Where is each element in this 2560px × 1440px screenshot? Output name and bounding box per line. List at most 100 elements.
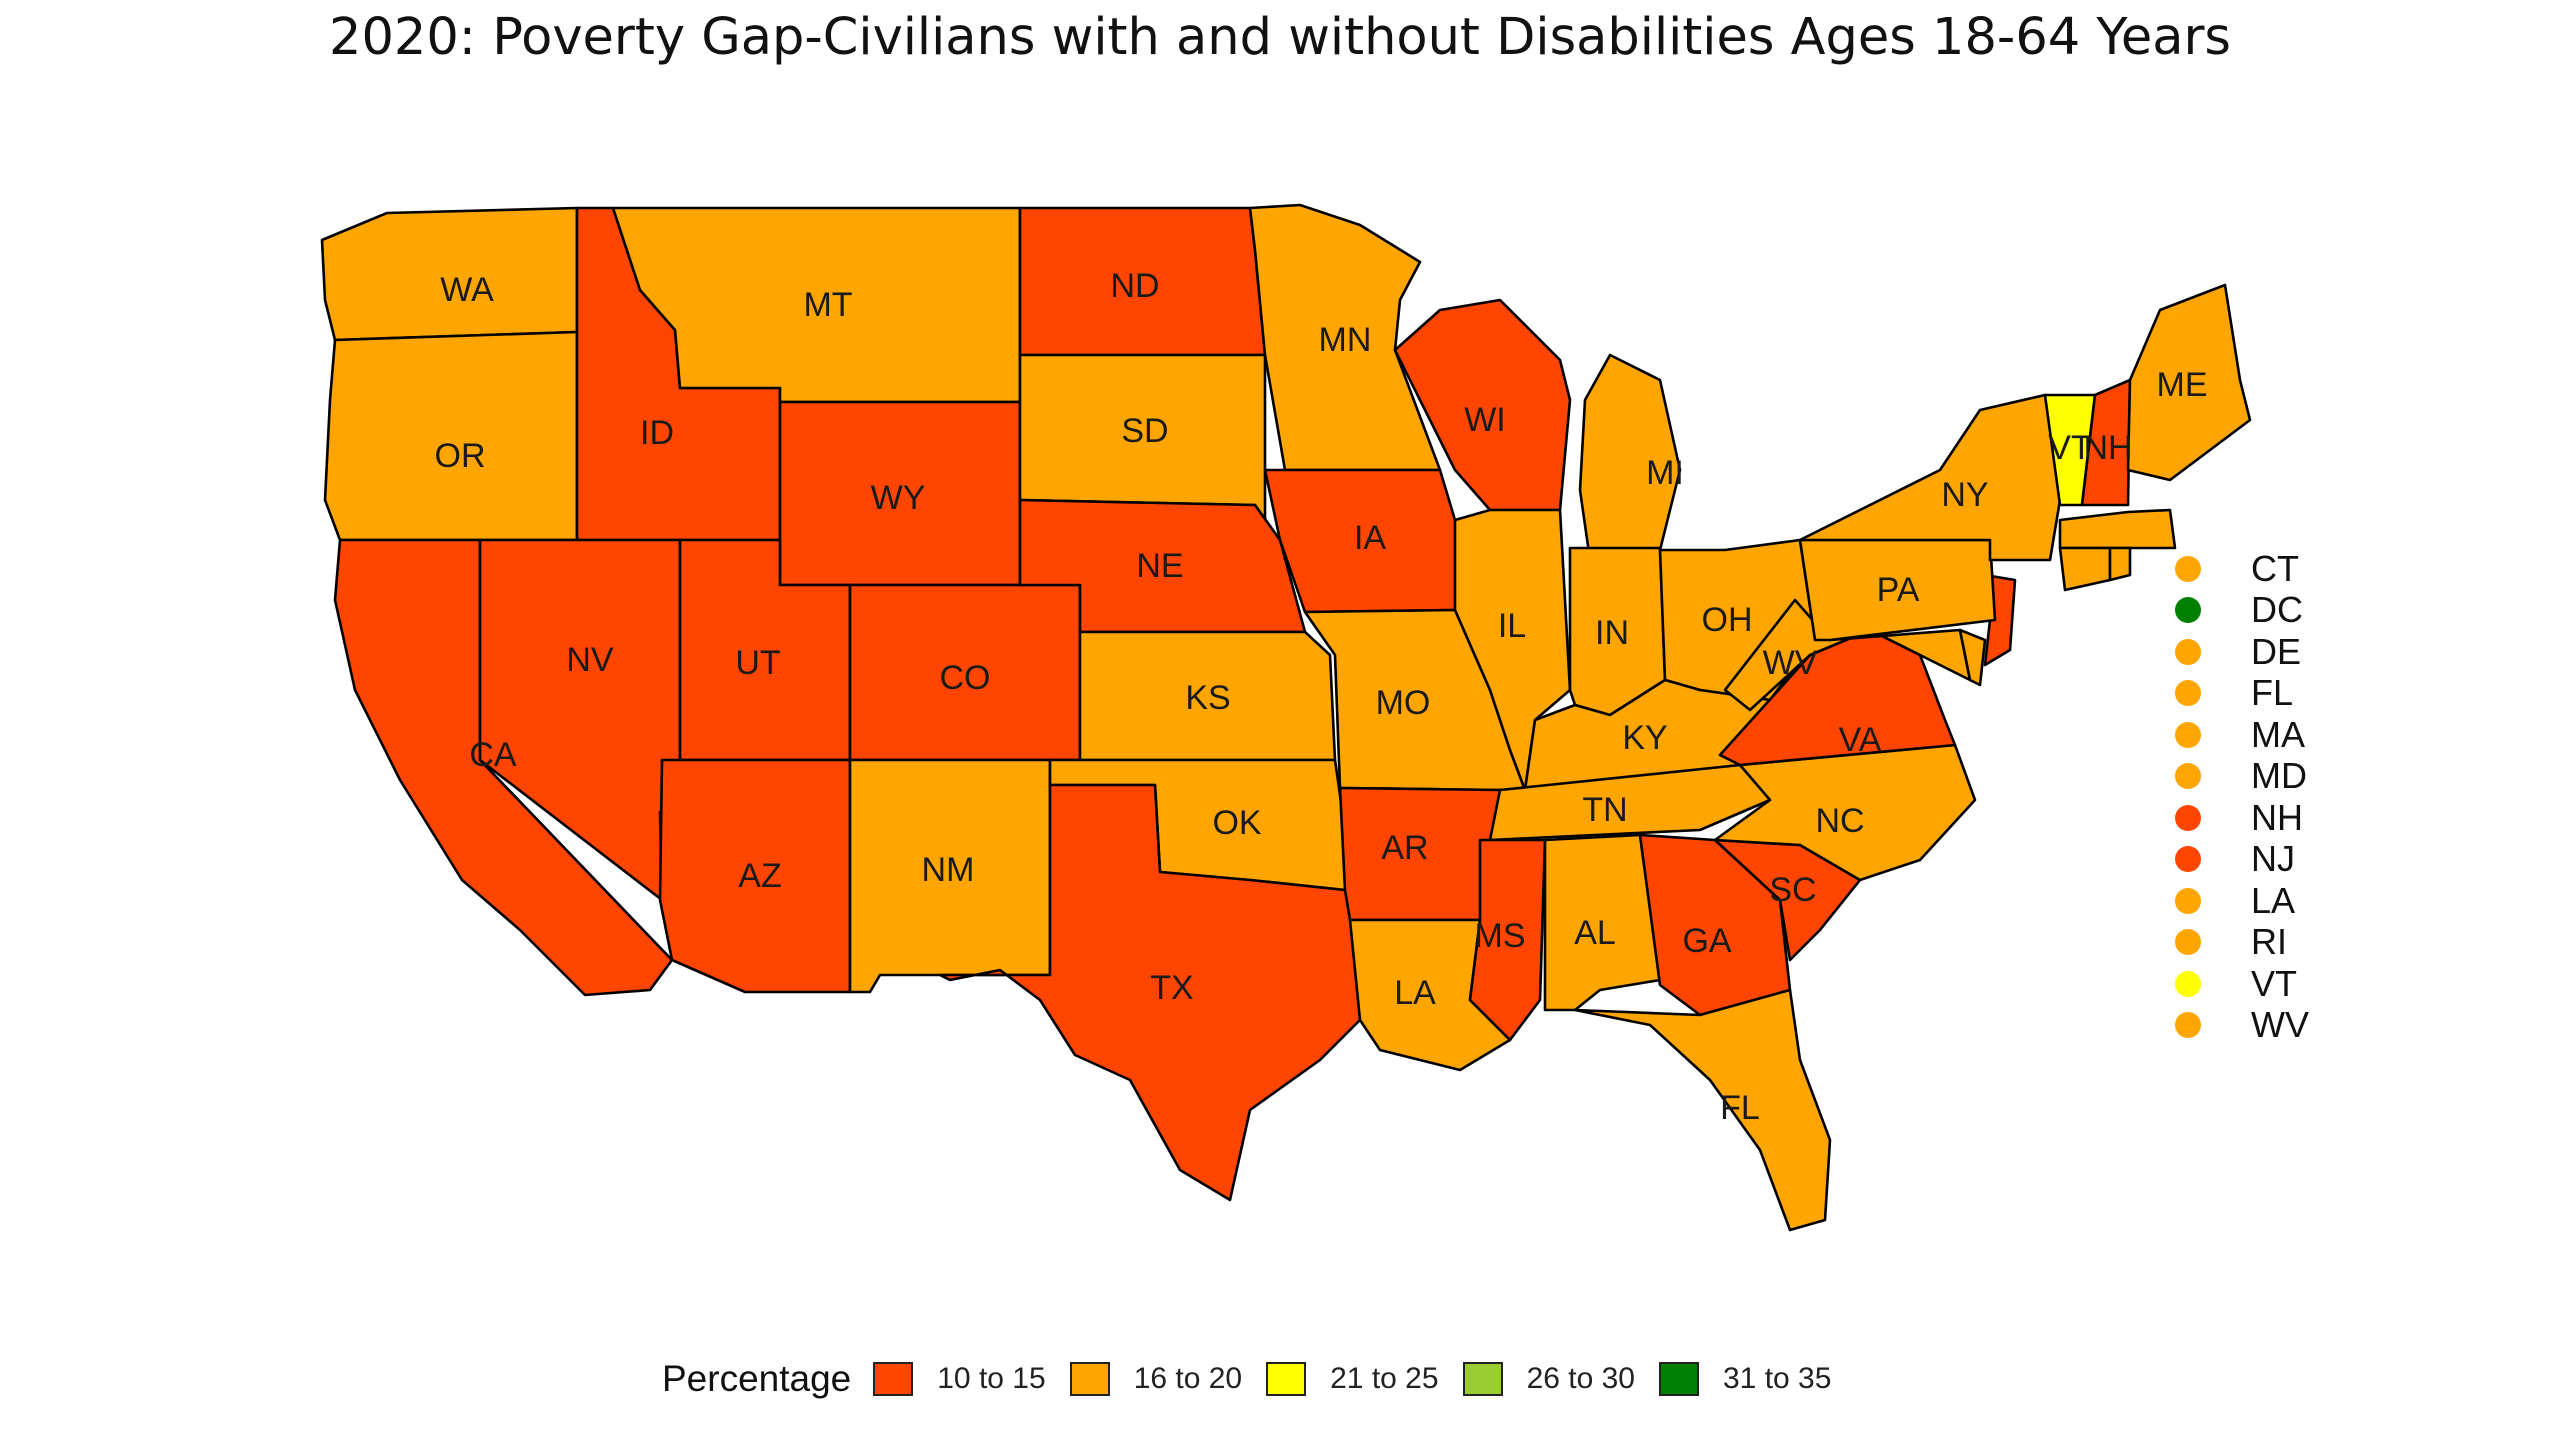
small-state-row: LA	[2175, 880, 2309, 922]
state-label-la: LA	[1394, 974, 1436, 1012]
state-label-nd: ND	[1110, 267, 1159, 305]
small-state-dot-ct	[2175, 555, 2201, 582]
small-state-row: VT	[2175, 963, 2309, 1005]
state-ri	[2108, 546, 2132, 582]
legend-item: 31 to 35	[1659, 1362, 1831, 1396]
small-state-row: DE	[2175, 631, 2309, 673]
legend-label: 21 to 25	[1330, 1362, 1439, 1395]
small-state-label: DE	[2251, 630, 2302, 672]
state-label-id: ID	[640, 414, 674, 452]
small-state-row: NH	[2175, 797, 2309, 839]
state-ct	[2058, 546, 2112, 592]
state-label-me: ME	[2157, 366, 2208, 404]
state-mi	[1578, 353, 1682, 562]
state-label-mi: MI	[1646, 454, 1684, 492]
small-state-dot-wv	[2175, 1012, 2201, 1039]
state-label-wv: WV	[1763, 644, 1818, 682]
small-state-dot-vt	[2175, 970, 2201, 997]
state-label-sc: SC	[1769, 871, 1816, 909]
legend-label: 26 to 30	[1526, 1362, 1635, 1395]
state-label-mo: MO	[1376, 684, 1431, 722]
legend-swatch	[1659, 1362, 1699, 1396]
state-label-az: AZ	[738, 857, 781, 895]
state-label-fl: FL	[1720, 1089, 1760, 1127]
small-state-row: RI	[2175, 921, 2309, 964]
map-title: 2020: Poverty Gap-Civilians with and wit…	[329, 8, 2231, 67]
state-label-ut: UT	[735, 644, 780, 682]
state-label-ny: NY	[1941, 476, 1988, 514]
state-label-ga: GA	[1682, 922, 1731, 960]
legend-title: Percentage	[662, 1358, 852, 1399]
state-label-nh: NH	[2083, 429, 2132, 467]
state-label-nm: NM	[922, 851, 975, 889]
state-label-wa: WA	[440, 271, 494, 309]
legend-swatch	[1462, 1362, 1503, 1396]
state-label-mn: MN	[1319, 321, 1372, 359]
small-state-label: NJ	[2251, 838, 2295, 880]
small-state-dot-md	[2175, 763, 2201, 790]
state-tx	[938, 783, 1362, 1202]
state-label-co: CO	[940, 659, 991, 697]
state-label-nv: NV	[566, 641, 614, 679]
legend-swatch	[873, 1362, 914, 1396]
state-label-pa: PA	[1877, 571, 1920, 609]
small-state-row: DC	[2175, 589, 2309, 632]
state-label-ar: AR	[1381, 829, 1428, 867]
legend-item: 26 to 30	[1462, 1362, 1635, 1396]
small-state-label: WV	[2251, 1004, 2309, 1046]
state-label-wi: WI	[1464, 401, 1506, 439]
state-label-sd: SD	[1121, 412, 1168, 450]
legend-item: 16 to 20	[1069, 1362, 1243, 1396]
state-label-ca: CA	[469, 736, 517, 774]
state-label-nc: NC	[1815, 802, 1864, 840]
small-state-label: CT	[2251, 547, 2299, 589]
legend-swatch	[1266, 1362, 1307, 1396]
state-label-ia: IA	[1354, 519, 1386, 557]
small-state-label: VT	[2251, 962, 2298, 1004]
small-state-row: FL	[2175, 672, 2309, 715]
small-state-dot-nj	[2175, 846, 2201, 873]
small-state-dot-ri	[2175, 929, 2201, 956]
small-state-row: WV	[2175, 1004, 2309, 1047]
state-me	[2126, 283, 2252, 482]
small-state-dot-dc	[2175, 597, 2201, 624]
legend-label: 31 to 35	[1723, 1362, 1832, 1395]
small-state-label: MA	[2251, 713, 2305, 755]
state-label-ne: NE	[1136, 547, 1183, 585]
state-nh	[2080, 378, 2132, 507]
small-state-dot-de	[2175, 638, 2201, 665]
state-label-tn: TN	[1582, 791, 1627, 829]
state-label-ms: MS	[1475, 917, 1526, 955]
state-nc	[1713, 743, 1977, 882]
state-label-ks: KS	[1185, 679, 1230, 717]
state-label-vt: VT	[2048, 429, 2091, 467]
legend-label: 16 to 20	[1133, 1362, 1243, 1395]
state-label-oh: OH	[1702, 601, 1753, 639]
state-ny	[1798, 393, 2062, 562]
state-label-in: IN	[1595, 614, 1629, 652]
small-state-label: DC	[2251, 589, 2303, 631]
small-state-label: RI	[2251, 921, 2287, 963]
legend: Percentage 10 to 15 16 to 20 21 to 25 26 to…	[662, 1358, 1855, 1400]
small-state-label: FL	[2251, 672, 2294, 714]
state-wi	[1393, 298, 1572, 512]
small-state-dot-ma	[2175, 721, 2201, 748]
legend-item: 10 to 15	[873, 1362, 1046, 1396]
small-state-row: CT	[2175, 548, 2309, 590]
state-label-al: AL	[1574, 914, 1616, 952]
state-de	[1958, 628, 1987, 687]
state-label-ky: KY	[1622, 719, 1667, 757]
small-state-label: NH	[2251, 796, 2303, 838]
state-label-va: VA	[1839, 721, 1882, 759]
small-state-row: MA	[2175, 714, 2309, 756]
state-label-mt: MT	[803, 286, 852, 324]
state-ks	[1078, 630, 1337, 762]
small-state-dot-fl	[2175, 680, 2201, 707]
small-state-row: MD	[2175, 755, 2309, 798]
small-state-dot-nh	[2175, 804, 2201, 831]
small-states-key: CT DC DE FL MA MD NH NJ LA RI VT WV	[2175, 548, 2309, 1046]
state-label-il: IL	[1498, 607, 1526, 645]
small-state-row: NJ	[2175, 838, 2309, 881]
state-label-wy: WY	[871, 479, 926, 517]
